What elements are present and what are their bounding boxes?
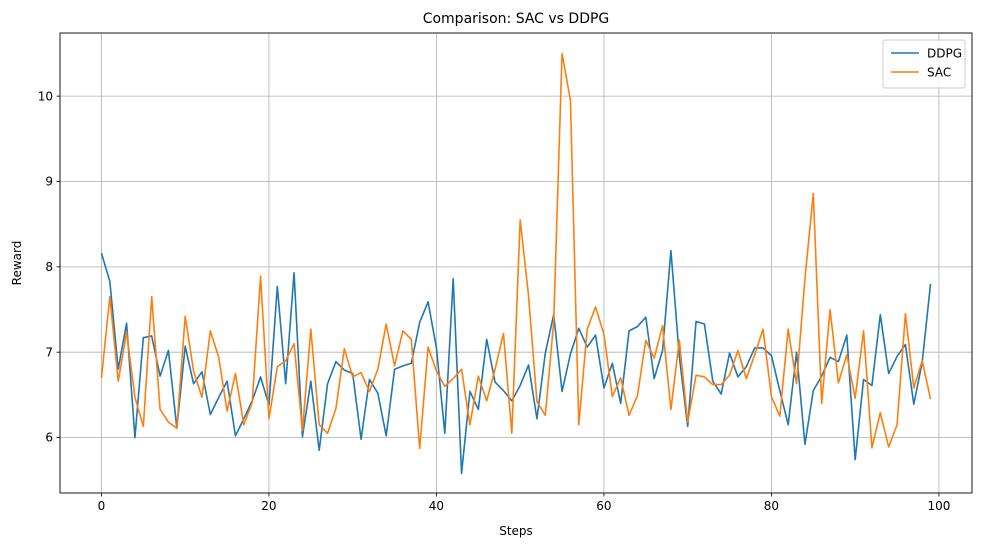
- legend-label-sac: SAC: [927, 65, 951, 79]
- x-tick-label: 40: [429, 499, 444, 513]
- x-tick-label: 0: [98, 499, 106, 513]
- axis-ticks: 0 20 40 60 80 100 6 7 8 9 10: [38, 89, 951, 513]
- legend-box: [882, 39, 966, 89]
- series-line-sac: [100, 52, 932, 450]
- x-tick-label: 20: [261, 499, 276, 513]
- series-line-ddpg: [100, 249, 932, 475]
- series-lines: [100, 52, 932, 475]
- y-tick-label: 6: [45, 431, 53, 445]
- x-axis-label: Steps: [499, 524, 533, 538]
- legend: DDPG SAC: [882, 39, 966, 89]
- y-axis-label: Reward: [10, 241, 24, 286]
- plot-frame: [59, 32, 973, 494]
- plot-area: [60, 33, 972, 493]
- chart-title: Comparison: SAC vs DDPG: [423, 11, 610, 27]
- y-tick-label: 7: [45, 345, 53, 359]
- x-tick-label: 80: [764, 499, 779, 513]
- grid: [60, 33, 972, 493]
- y-tick-label: 8: [45, 260, 53, 274]
- y-tick-label: 10: [38, 89, 53, 103]
- y-tick-label: 9: [45, 175, 53, 189]
- legend-label-ddpg: DDPG: [927, 46, 962, 60]
- x-tick-label: 100: [927, 499, 950, 513]
- x-tick-label: 60: [596, 499, 611, 513]
